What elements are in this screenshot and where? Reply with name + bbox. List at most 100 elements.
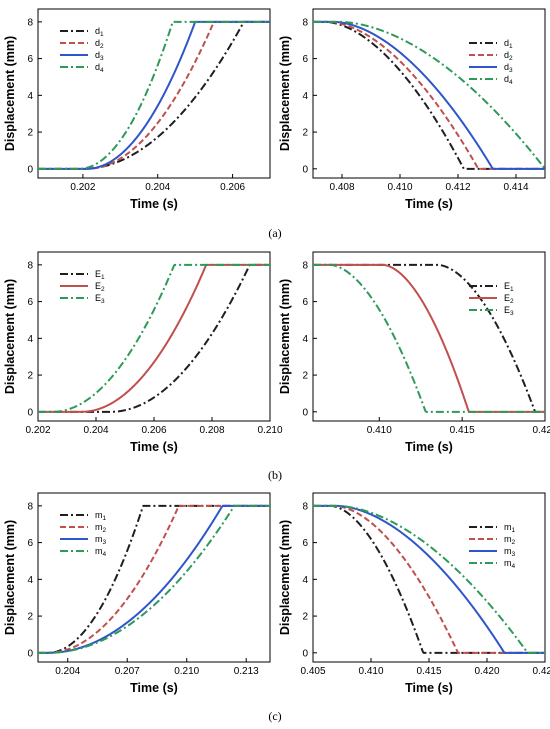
x-tick-label: 0.208 xyxy=(199,425,224,436)
y-tick-label: 0 xyxy=(27,648,33,659)
legend-label-E2: E2 xyxy=(95,281,105,293)
x-tick-label: 0.408 xyxy=(329,182,354,193)
legend-label-d1: d1 xyxy=(95,26,104,38)
legend-label-d3: d3 xyxy=(95,50,104,62)
chart-a-left: 0.202 0.204 0.206 0 2 4 6 8 Time (s) Displacement… xyxy=(3,8,271,211)
series-line-d4 xyxy=(38,20,270,170)
y-axis-title: Displacement (mm) xyxy=(3,520,17,635)
y-axis-title: Displacement (mm) xyxy=(278,279,292,394)
legend-label-m2: m2 xyxy=(504,534,516,546)
y-tick-label: 8 xyxy=(27,501,33,512)
y-tick-label: 4 xyxy=(27,334,33,345)
series-line-E3 xyxy=(313,263,545,413)
y-tick-label: 0 xyxy=(302,648,308,659)
y-tick-label: 8 xyxy=(302,17,308,28)
legend-label-d4: d4 xyxy=(95,62,104,74)
plot-frame xyxy=(312,492,546,663)
y-tick-label: 4 xyxy=(302,91,308,102)
x-tick-label: 0.420 xyxy=(532,425,550,436)
x-tick-label: 0.204 xyxy=(83,425,108,436)
legend-label-m3: m3 xyxy=(504,546,516,558)
y-axis-title: Displacement (mm) xyxy=(3,279,17,394)
legend-label-E1: E1 xyxy=(95,269,105,281)
chart-b-left: 0.202 0.204 0.206 0.208 0.210 0 2 4 6 8 Time (s) Di… xyxy=(3,251,283,454)
y-tick-label: 6 xyxy=(27,538,33,549)
series-line-E2 xyxy=(38,263,270,413)
series-line-m4 xyxy=(313,504,545,654)
x-tick-label: 0.210 xyxy=(257,425,282,436)
legend-label-m2: m2 xyxy=(95,522,107,534)
series-line-d2 xyxy=(313,20,545,170)
y-axis-title: Displacement (mm) xyxy=(278,520,292,635)
chart-b-right: 0.410 0.415 0.420 0 2 4 6 8 Time (s) Displacement… xyxy=(278,251,550,454)
y-tick-label: 8 xyxy=(302,260,308,271)
x-tick-label: 0.206 xyxy=(141,425,166,436)
y-tick-label: 0 xyxy=(27,407,33,418)
y-tick-label: 8 xyxy=(27,17,33,28)
x-tick-label: 0.410 xyxy=(367,425,392,436)
series-line-m2 xyxy=(313,504,545,654)
x-tick-label: 0.202 xyxy=(70,182,95,193)
x-tick-label: 0.425 xyxy=(532,666,550,677)
y-tick-label: 0 xyxy=(27,164,33,175)
series-line-E3 xyxy=(38,263,270,413)
y-tick-label: 6 xyxy=(302,297,308,308)
y-tick-label: 4 xyxy=(27,575,33,586)
x-tick-label: 0.405 xyxy=(300,666,325,677)
x-axis-title: Time (s) xyxy=(130,197,178,211)
x-axis-title: Time (s) xyxy=(405,197,453,211)
legend-label-m4: m4 xyxy=(504,558,516,570)
x-tick-label: 0.412 xyxy=(445,182,470,193)
x-axis-title: Time (s) xyxy=(130,440,178,454)
y-tick-label: 2 xyxy=(27,371,33,382)
y-tick-label: 6 xyxy=(302,54,308,65)
y-tick-label: 0 xyxy=(302,407,308,418)
y-tick-label: 2 xyxy=(302,128,308,139)
x-tick-label: 0.202 xyxy=(25,425,50,436)
x-tick-label: 0.410 xyxy=(387,182,412,193)
x-tick-label: 0.206 xyxy=(220,182,245,193)
chart-a-right: 0.408 0.410 0.412 0.414 0 2 4 6 8 Time (s) Displac… xyxy=(278,8,546,211)
x-tick-label: 0.204 xyxy=(145,182,170,193)
y-tick-label: 0 xyxy=(302,164,308,175)
y-tick-label: 6 xyxy=(27,297,33,308)
legend-label-d2: d2 xyxy=(95,38,104,50)
y-tick-label: 4 xyxy=(27,91,33,102)
y-tick-label: 2 xyxy=(302,612,308,623)
y-tick-label: 6 xyxy=(302,538,308,549)
y-axis-title: Displacement (mm) xyxy=(3,36,17,151)
legend-label-m1: m1 xyxy=(504,522,516,534)
x-axis-title: Time (s) xyxy=(405,440,453,454)
legend-label-d1: d1 xyxy=(504,38,513,50)
y-tick-label: 4 xyxy=(302,575,308,586)
caption-b: (b) xyxy=(268,468,282,482)
y-tick-label: 2 xyxy=(27,612,33,623)
chart-c-left: 0.204 0.207 0.210 0.213 0 2 4 6 8 Time (s) Displac… xyxy=(3,492,271,695)
legend-label-E3: E3 xyxy=(95,293,105,305)
series-line-d3 xyxy=(313,20,545,170)
y-axis-title: Displacement (mm) xyxy=(278,36,292,151)
plot-frame xyxy=(37,251,271,422)
x-tick-label: 0.410 xyxy=(358,666,383,677)
y-tick-label: 2 xyxy=(27,128,33,139)
x-axis-title: Time (s) xyxy=(130,681,178,695)
legend-label-E3: E3 xyxy=(504,305,514,317)
legend-label-d2: d2 xyxy=(504,50,513,62)
plot-frame xyxy=(37,492,271,663)
x-tick-label: 0.210 xyxy=(174,666,199,677)
series-line-d4 xyxy=(313,20,545,170)
x-tick-label: 0.415 xyxy=(450,425,475,436)
x-tick-label: 0.415 xyxy=(416,666,441,677)
y-tick-label: 8 xyxy=(302,501,308,512)
x-tick-label: 0.420 xyxy=(474,666,499,677)
legend-label-m3: m3 xyxy=(95,534,107,546)
plot-frame xyxy=(312,8,546,179)
legend-label-m4: m4 xyxy=(95,546,107,558)
x-tick-label: 0.213 xyxy=(234,666,259,677)
y-tick-label: 4 xyxy=(302,334,308,345)
x-tick-label: 0.207 xyxy=(115,666,140,677)
x-axis-title: Time (s) xyxy=(405,681,453,695)
series-line-m1 xyxy=(38,504,270,654)
x-tick-label: 0.204 xyxy=(55,666,80,677)
series-line-m4 xyxy=(38,504,270,654)
